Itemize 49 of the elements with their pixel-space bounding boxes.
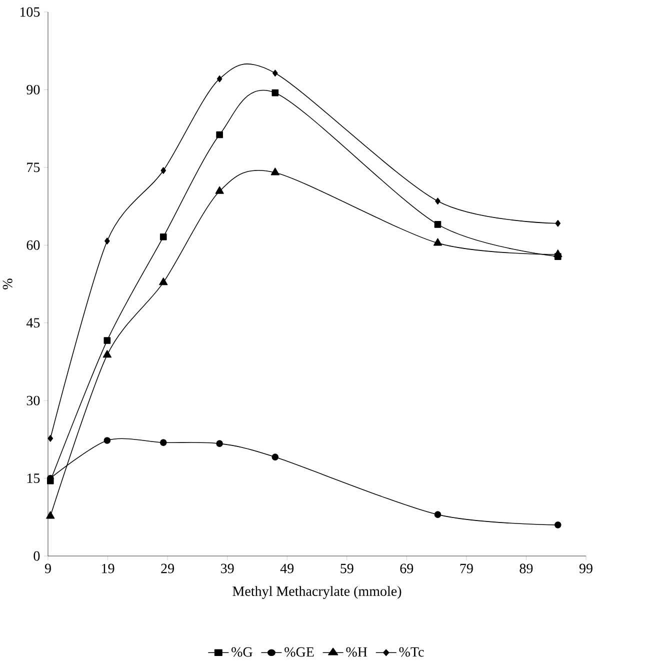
x-tick-label: 99 [579, 564, 592, 574]
y-tick-label: 15 [27, 474, 40, 483]
legend-label: %G [232, 647, 252, 657]
legend-label: %Tc [399, 647, 424, 657]
point [104, 437, 111, 444]
x-tick-label: 89 [520, 564, 533, 574]
point [434, 221, 442, 228]
point [216, 440, 223, 447]
y-tick-label: 30 [26, 396, 40, 406]
y-axis-title: % [2, 278, 12, 290]
x-tick-label: 79 [460, 564, 473, 574]
point [555, 220, 561, 227]
legend-label: %H [346, 647, 368, 657]
point [160, 233, 167, 240]
point [160, 439, 167, 446]
point [435, 198, 440, 204]
y-tick-label: 45 [26, 318, 40, 328]
x-tick-label: 59 [340, 564, 354, 574]
point [104, 337, 111, 344]
y-tick-label: 0 [34, 551, 40, 561]
x-tick-label: 9 [44, 564, 51, 574]
point [434, 511, 442, 518]
point [46, 511, 55, 519]
point [272, 70, 278, 77]
point [272, 454, 279, 460]
x-tick-label: 19 [102, 564, 114, 574]
point [554, 250, 562, 258]
x-tick-label: 29 [161, 564, 174, 574]
point [216, 131, 223, 138]
point [104, 238, 110, 244]
point [216, 75, 222, 82]
point [433, 238, 442, 246]
point [272, 89, 279, 96]
y-tick-label: 105 [20, 7, 40, 17]
point [159, 278, 168, 286]
point [160, 167, 166, 174]
legend-label: %GE [284, 647, 314, 657]
y-tick-label: 60 [26, 240, 40, 250]
point [270, 168, 280, 176]
point [48, 434, 54, 442]
y-tick-label: 75 [27, 162, 40, 172]
point [554, 522, 562, 528]
x-tick-label: 49 [280, 564, 294, 574]
x-tick-label: 39 [221, 564, 234, 574]
point [102, 350, 112, 358]
x-tick-label: 69 [400, 564, 414, 574]
point [215, 186, 224, 194]
y-tick-label: 90 [26, 84, 40, 94]
x-axis-title: Methyl Methacrylate (mmole) [232, 586, 402, 599]
